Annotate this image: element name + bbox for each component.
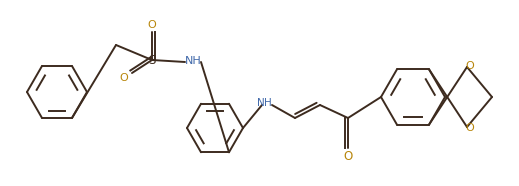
Text: NH: NH bbox=[185, 56, 201, 66]
Text: S: S bbox=[148, 54, 156, 67]
Text: O: O bbox=[466, 61, 474, 71]
Text: H: H bbox=[264, 98, 272, 108]
Text: O: O bbox=[147, 20, 156, 30]
Text: N: N bbox=[257, 98, 265, 108]
Text: O: O bbox=[119, 73, 128, 83]
Text: O: O bbox=[466, 123, 474, 133]
Text: O: O bbox=[344, 150, 352, 163]
